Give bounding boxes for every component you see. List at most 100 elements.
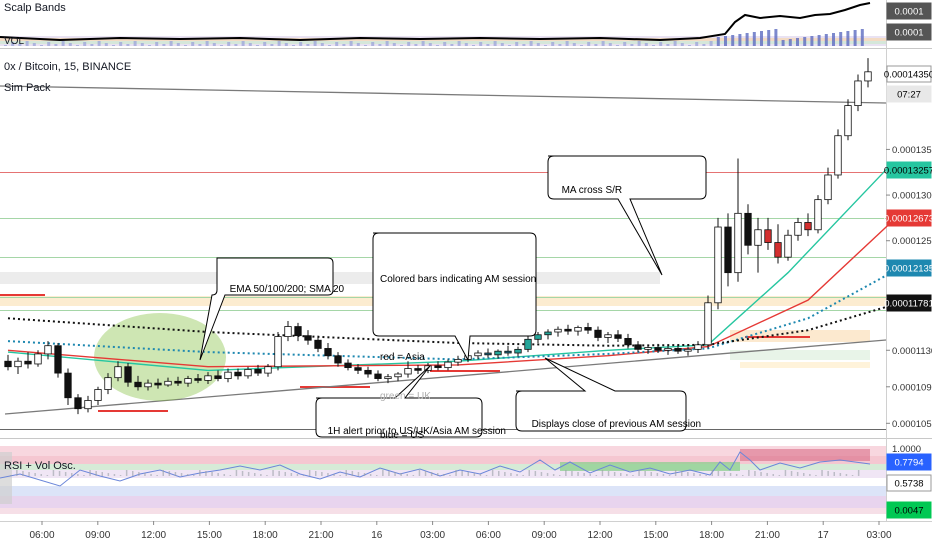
svg-text:0.0001: 0.0001 — [894, 28, 923, 39]
x-tick-label: 12:00 — [587, 530, 612, 541]
rsi-pane-tags: 0.7794 0.5738 0.0047 — [886, 453, 932, 519]
candle — [514, 346, 522, 357]
top-volume-bar — [623, 42, 627, 46]
top-volume-bar — [248, 43, 252, 46]
rsi-volume-tick — [144, 473, 146, 476]
candle — [494, 349, 502, 359]
top-volume-bar — [184, 45, 187, 46]
candle — [854, 74, 862, 112]
top-volume-bar — [716, 37, 720, 46]
candle — [34, 350, 42, 367]
top-volume-bar — [54, 44, 58, 46]
top-volume-bar — [169, 41, 173, 46]
top-volume-bar — [212, 43, 216, 46]
rsi-volume-tick — [705, 475, 707, 476]
candle — [74, 394, 82, 415]
rsi-volume-tick — [180, 473, 183, 476]
candle — [414, 364, 422, 375]
rsi-volume-tick — [455, 470, 457, 476]
rsi-volume-tick — [302, 475, 305, 476]
price-tag: 0.00013257 — [884, 161, 932, 179]
top-volume-bar — [270, 44, 274, 46]
rsi-volume-tick — [552, 474, 555, 476]
top-volume-bar — [745, 33, 749, 46]
rsi-volume-tick — [778, 475, 781, 476]
candle — [764, 217, 772, 250]
candle — [224, 368, 232, 383]
rsi-volume-tick — [857, 470, 860, 476]
candle — [394, 372, 402, 382]
y-tick-label: 0.00010900 — [892, 382, 932, 393]
x-tick-label: 03:00 — [866, 530, 891, 541]
top-volume-bar — [392, 43, 396, 46]
svg-text:0.7794: 0.7794 — [894, 458, 923, 469]
top-volume-bar — [580, 45, 583, 46]
scalp-band-line — [0, 2, 871, 42]
rsi-volume-tick — [522, 475, 524, 476]
top-volume-bar — [263, 42, 267, 46]
rsi-volume-tick — [357, 472, 360, 476]
top-volume-bar — [450, 44, 454, 46]
callout-ema-line-1: EMA 50/100/200; SMA 20 — [229, 284, 345, 295]
top-volume-bar — [536, 43, 540, 46]
rsi-volume-tick — [199, 470, 201, 476]
candle — [84, 395, 92, 413]
rsi-volume-tick — [119, 475, 122, 476]
rsi-volume-tick — [571, 471, 573, 476]
rsi-volume-tick — [400, 473, 402, 476]
candle — [604, 332, 612, 343]
candle — [304, 330, 312, 345]
top-volume-bar — [529, 41, 533, 46]
callout-closeprev — [515, 357, 687, 432]
rsi-volume-tick — [626, 474, 628, 476]
top-pane-label-vol: VOL — [4, 36, 25, 47]
top-volume-bar — [709, 41, 713, 46]
rsi-volume-tick — [272, 470, 274, 476]
candle — [144, 379, 152, 391]
session-close-markers — [0, 294, 810, 412]
top-volume-bar — [846, 31, 850, 46]
candle — [374, 370, 382, 382]
time-axis[interactable]: 06:00 09:00 12:00 15:00 18:00 21:00 16 03:00 06:… — [29, 521, 892, 541]
svg-text:0.00011781: 0.00011781 — [884, 299, 932, 310]
price-tag: 0.00012673 — [884, 209, 932, 227]
top-volume-bar — [162, 44, 166, 46]
rsi-volume-tick — [424, 471, 427, 476]
top-volume-bar — [313, 41, 317, 46]
candle — [844, 99, 852, 141]
rsi-volume-tick — [113, 474, 116, 476]
rsi-volume-tick — [327, 473, 329, 476]
rsi-volume-tick — [351, 471, 354, 476]
rsi-volume-tick — [266, 475, 268, 476]
top-volume-bar — [83, 42, 87, 46]
rsi-volume-tick — [504, 472, 506, 476]
rsi-volume-tick — [565, 470, 567, 476]
x-tick-label: 09:00 — [532, 530, 557, 541]
callout-macross — [547, 155, 707, 276]
candle — [284, 321, 292, 342]
rising-trendline — [4, 339, 887, 415]
top-volume-bar — [76, 45, 79, 46]
callout-colored-line-blue: blue = US — [380, 430, 425, 441]
rsi-volume-tick — [22, 471, 24, 476]
svg-text:0.00013257: 0.00013257 — [884, 166, 932, 177]
x-tick-label: 18:00 — [699, 530, 724, 541]
top-volume-bar — [587, 42, 591, 46]
rsi-volume-tick — [803, 473, 805, 476]
top-volume-bar — [572, 43, 576, 46]
top-pane-label-scalp: Scalp Bands — [4, 2, 66, 14]
candle — [554, 326, 562, 337]
rsi-volume-tick — [760, 472, 762, 476]
rsi-volume-tick — [656, 473, 659, 476]
candle — [714, 217, 722, 310]
candle — [754, 217, 762, 273]
candle — [434, 361, 442, 371]
top-volume-bar — [97, 41, 101, 46]
rsi-volume-tick — [388, 471, 390, 476]
candle — [404, 361, 412, 378]
callout-alert1h — [315, 365, 483, 438]
rsi-bands — [0, 446, 886, 514]
candles — [4, 58, 872, 415]
rsi-volume-tick — [766, 473, 768, 476]
rsi-volume-tick — [638, 470, 640, 476]
